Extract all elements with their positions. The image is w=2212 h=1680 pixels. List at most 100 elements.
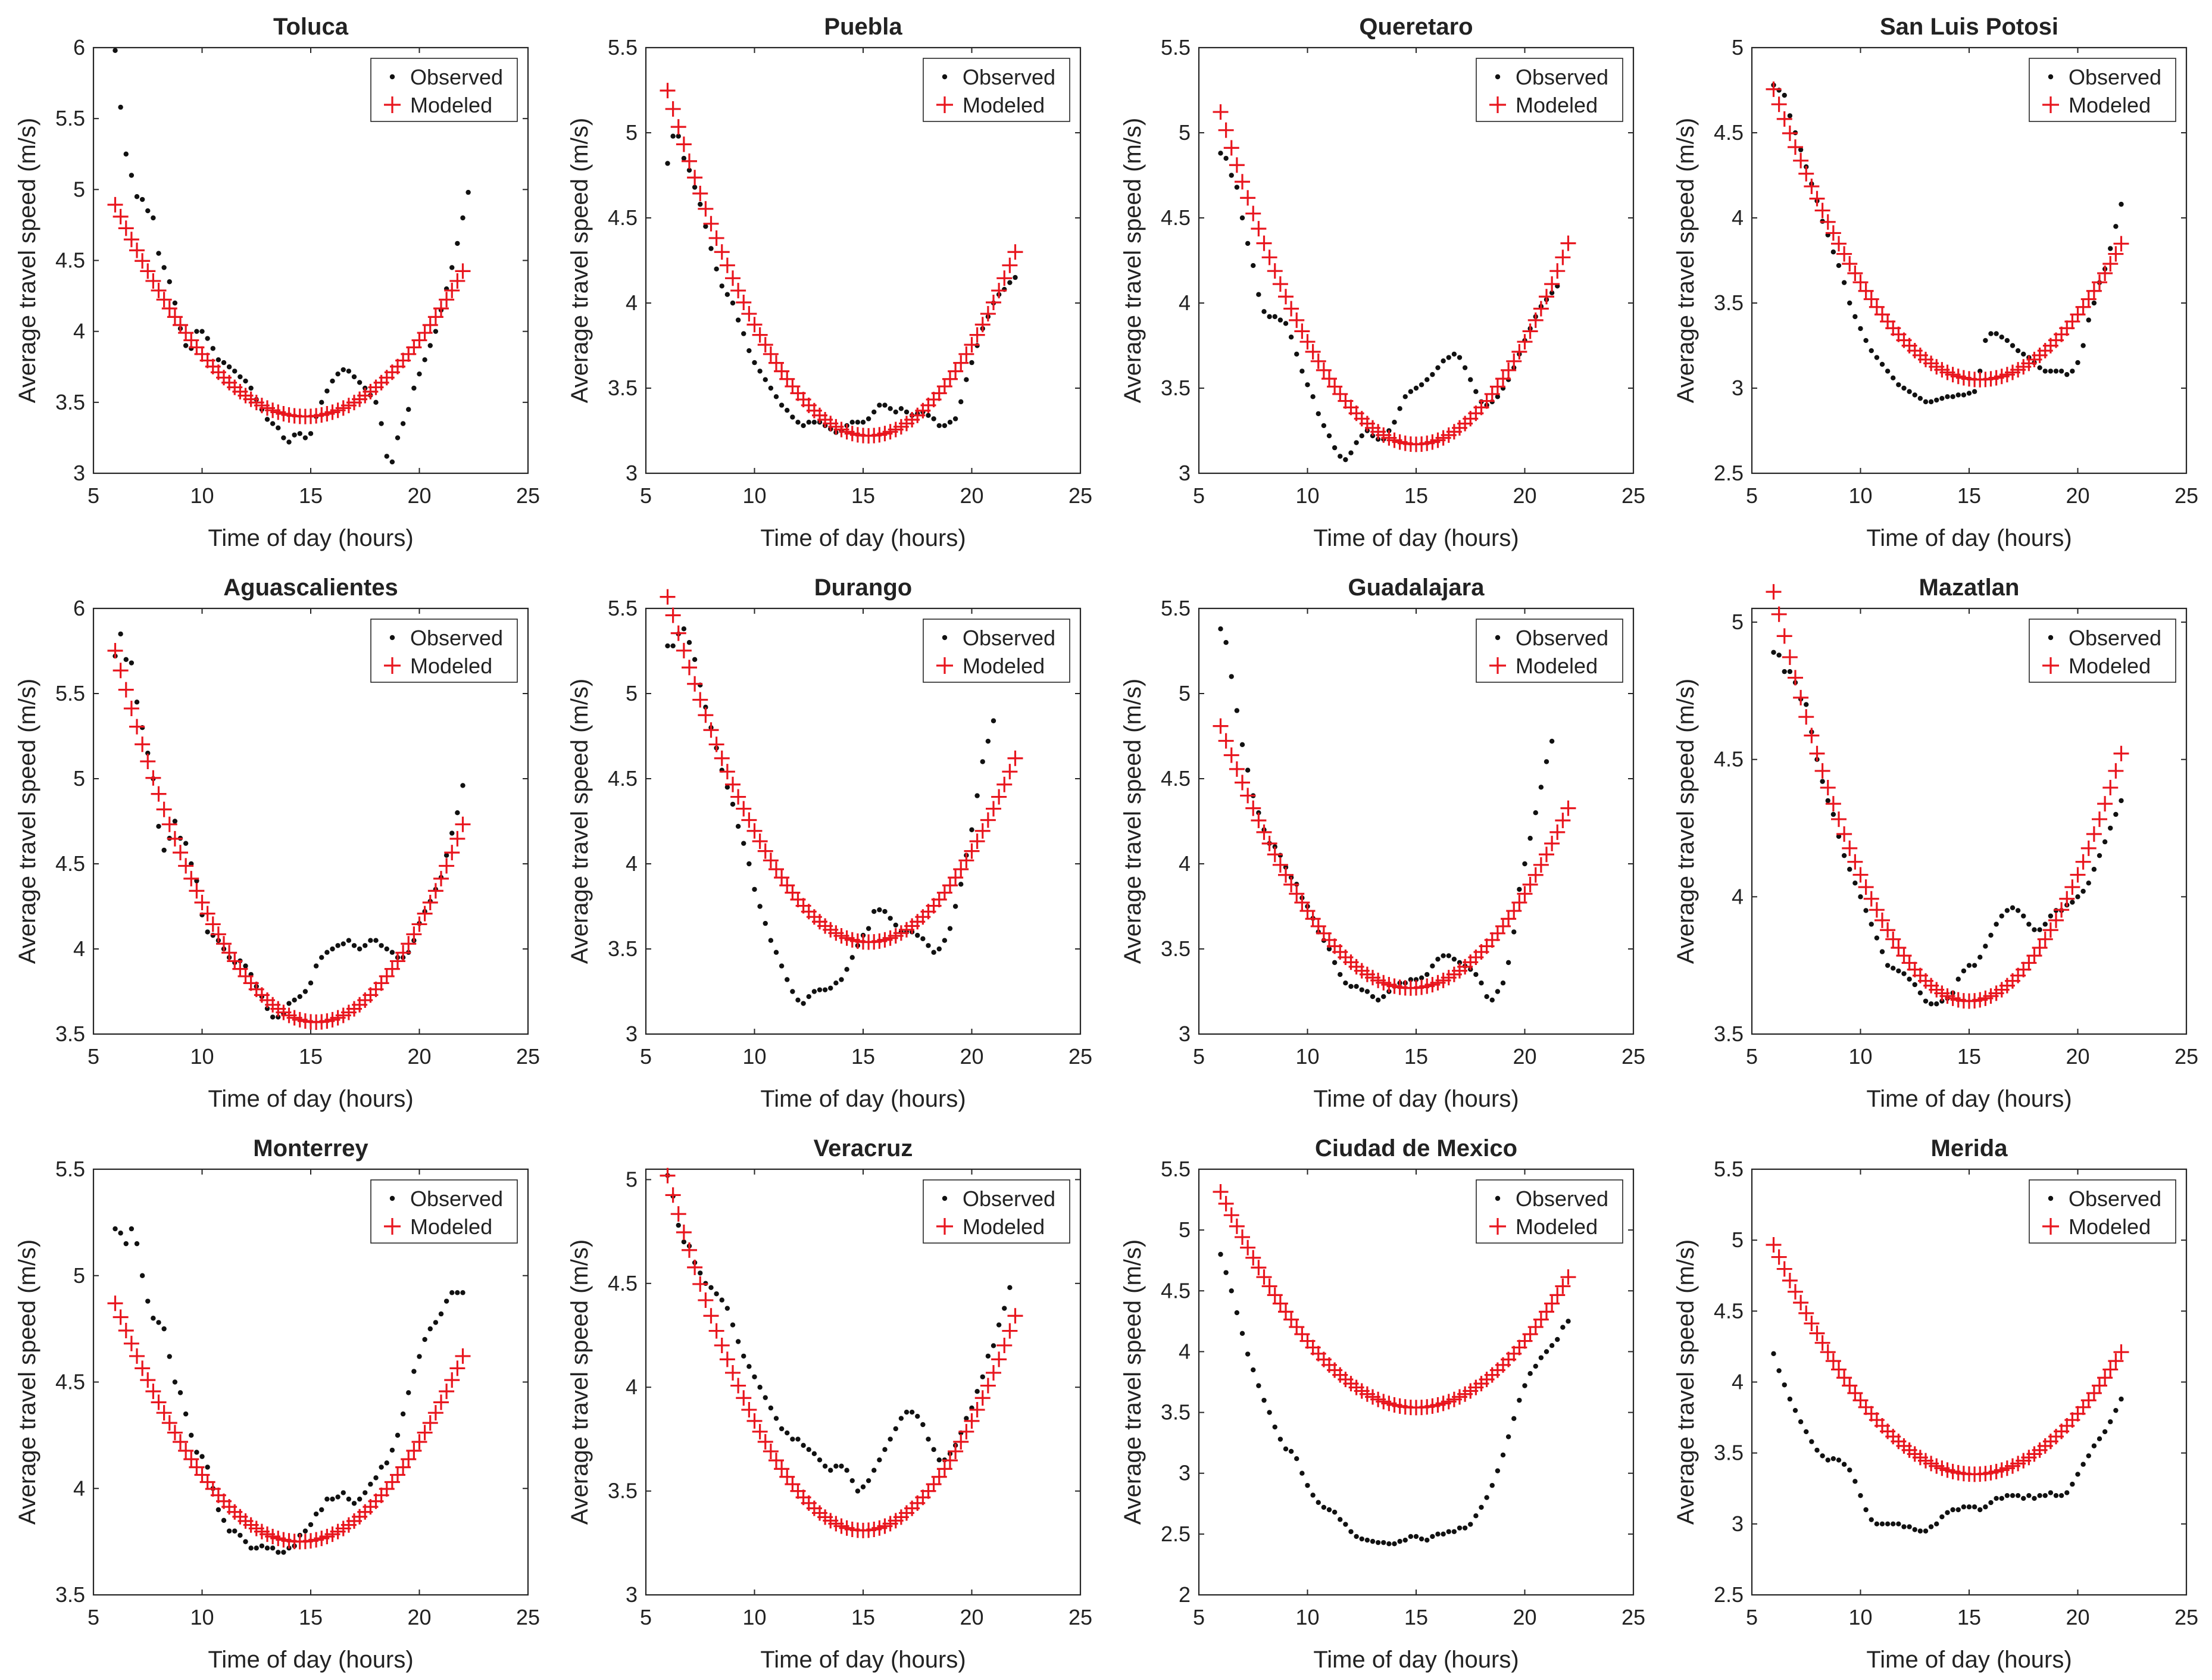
modeled-point xyxy=(1261,1278,1277,1294)
modeled-point xyxy=(433,1394,449,1410)
modeled-point xyxy=(2092,1378,2107,1394)
observed-point xyxy=(1267,314,1272,320)
x-tick-label: 15 xyxy=(299,1044,323,1069)
modeled-point xyxy=(1771,1249,1787,1265)
observed-point xyxy=(1885,963,1891,968)
observed-point xyxy=(2091,1443,2097,1448)
modeled-point xyxy=(725,776,741,792)
observed-point xyxy=(811,420,817,425)
observed-point xyxy=(373,399,379,405)
modeled-point xyxy=(1522,876,1538,892)
y-tick-label: 4.5 xyxy=(1714,747,1744,772)
modeled-point xyxy=(210,926,226,942)
observed-point xyxy=(1896,1521,1901,1527)
observed-point xyxy=(1955,1507,1961,1513)
observed-point xyxy=(1457,1525,1463,1531)
observed-point xyxy=(1500,980,1506,986)
observed-point xyxy=(1251,263,1256,268)
modeled-point xyxy=(156,292,172,308)
legend-modeled-label: Modeled xyxy=(963,1214,1045,1239)
modeled-point xyxy=(974,823,991,839)
observed-point xyxy=(2070,369,2075,374)
modeled-point xyxy=(1506,903,1522,919)
modeled-point xyxy=(953,1434,969,1450)
x-tick-label: 10 xyxy=(190,483,214,508)
modeled-point xyxy=(1874,912,1890,928)
observed-point xyxy=(1972,963,1977,968)
legend-observed-marker xyxy=(1495,74,1501,80)
observed-point xyxy=(1364,1537,1370,1543)
observed-point xyxy=(768,938,774,943)
modeled-point xyxy=(156,801,172,817)
observed-point xyxy=(161,265,167,270)
y-axis-label: Average travel speed (m/s) xyxy=(1673,1239,1699,1525)
observed-point xyxy=(313,1511,319,1517)
chart-title: Queretaro xyxy=(1359,14,1473,40)
modeled-point xyxy=(444,1372,460,1388)
x-tick-label: 10 xyxy=(742,1605,766,1629)
observed-point xyxy=(1907,389,1912,394)
chart-title: Merida xyxy=(1931,1135,2008,1161)
y-tick-label: 4.5 xyxy=(1161,205,1191,230)
chart-title: Aguascalientes xyxy=(223,574,398,601)
observed-point xyxy=(270,1014,276,1020)
modeled-point xyxy=(1771,96,1787,113)
modeled-point xyxy=(129,1348,145,1364)
observed-point xyxy=(1364,989,1370,994)
chart-panel: Merida Time of day (hours) Average travel … xyxy=(1673,1135,2198,1673)
observed-point xyxy=(1251,1367,1256,1373)
observed-point xyxy=(1397,406,1402,411)
observed-point xyxy=(1294,351,1299,357)
modeled-point xyxy=(422,1415,438,1431)
observed-point xyxy=(2097,1436,2102,1442)
legend-box xyxy=(2029,619,2176,683)
modeled-point xyxy=(714,244,730,260)
modeled-point xyxy=(991,283,1007,299)
chart-panel: Veracruz Time of day (hours) Average trave… xyxy=(567,1135,1092,1673)
modeled-point xyxy=(2070,867,2086,883)
modeled-point xyxy=(401,1451,417,1467)
observed-point xyxy=(1479,980,1484,986)
observed-point xyxy=(2113,1407,2119,1413)
modeled-point xyxy=(1007,244,1023,260)
observed-point xyxy=(384,1460,389,1466)
observed-point xyxy=(1435,365,1441,370)
observed-point xyxy=(1891,375,1896,381)
observed-point xyxy=(719,283,724,289)
modeled-point xyxy=(1495,371,1511,387)
modeled-point xyxy=(161,1415,177,1431)
modeled-point xyxy=(2097,796,2113,812)
legend-modeled-marker xyxy=(384,657,401,674)
observed-point xyxy=(942,938,948,943)
legend-modeled-label: Modeled xyxy=(1516,93,1598,117)
observed-point xyxy=(194,1450,199,1455)
observed-point xyxy=(849,1478,855,1484)
observed-point xyxy=(302,1528,308,1534)
modeled-point xyxy=(444,282,460,298)
modeled-point xyxy=(401,936,417,952)
observed-point xyxy=(319,399,324,405)
observed-point xyxy=(1321,423,1327,429)
modeled-point xyxy=(417,905,433,922)
observed-point xyxy=(455,1290,460,1295)
x-tick-label: 5 xyxy=(640,1044,652,1069)
modeled-point xyxy=(135,253,151,269)
modeled-point xyxy=(161,301,177,317)
y-tick-label: 5.5 xyxy=(55,106,85,130)
modeled-point xyxy=(986,801,1001,817)
observed-point xyxy=(1386,1541,1392,1547)
observed-point xyxy=(232,1528,238,1534)
observed-point xyxy=(1863,1507,1869,1513)
observed-point xyxy=(417,1354,422,1359)
modeled-point xyxy=(1294,323,1310,339)
chart-panel: Toluca Time of day (hours) Average travel … xyxy=(14,14,540,551)
y-tick-label: 3.5 xyxy=(1714,1441,1744,1465)
modeled-point xyxy=(2108,246,2124,262)
modeled-point xyxy=(692,185,708,201)
modeled-point xyxy=(1213,104,1229,120)
observed-point xyxy=(1457,960,1463,966)
observed-point xyxy=(368,1481,373,1487)
observed-point xyxy=(1013,274,1018,280)
observed-point xyxy=(952,416,958,421)
observed-point xyxy=(368,938,373,943)
